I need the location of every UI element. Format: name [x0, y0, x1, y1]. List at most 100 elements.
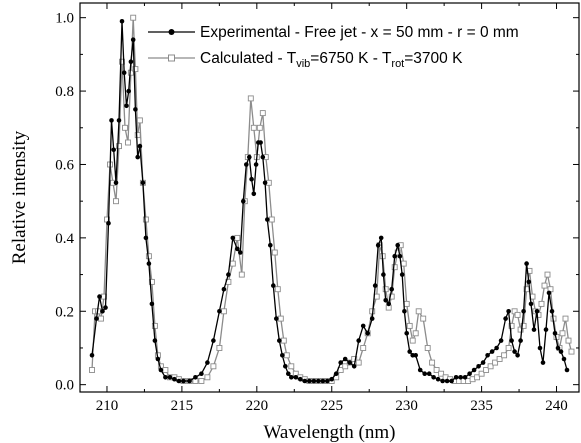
legend: Experimental - Free jet - x = 50 mm - r …	[148, 24, 519, 70]
data-point	[289, 375, 294, 380]
legend-calc-marker	[168, 54, 175, 62]
y-tick-label: 0.8	[55, 84, 74, 100]
data-point	[259, 110, 266, 117]
data-point	[253, 162, 259, 167]
data-point	[511, 308, 518, 315]
data-point	[307, 378, 312, 384]
data-point	[193, 375, 198, 380]
data-point	[503, 316, 508, 321]
data-point	[119, 19, 125, 24]
data-point	[372, 283, 378, 288]
data-point	[369, 316, 375, 321]
data-point	[521, 309, 526, 314]
data-point	[391, 264, 398, 271]
data-point	[483, 367, 490, 373]
data-point	[230, 235, 236, 241]
x-tick-label: 215	[171, 398, 194, 414]
data-point	[217, 309, 222, 314]
x-tick-label: 240	[545, 398, 568, 414]
legend-calc-prefix: Calculated - T	[200, 50, 297, 67]
data-point	[113, 180, 119, 186]
data-point	[135, 154, 140, 160]
data-point	[149, 301, 155, 307]
data-point	[122, 124, 128, 131]
data-point	[564, 367, 570, 373]
data-point	[152, 338, 158, 343]
data-point	[417, 367, 423, 373]
data-point	[397, 253, 403, 259]
data-point	[288, 363, 295, 370]
legend-calc-sub-rot: rot	[391, 58, 404, 70]
data-point	[392, 253, 398, 259]
data-point	[515, 353, 520, 358]
data-point	[140, 180, 146, 186]
data-point	[342, 356, 348, 362]
data-point	[559, 330, 566, 337]
data-point	[293, 375, 299, 380]
data-point	[501, 352, 508, 359]
data-point	[356, 338, 362, 343]
data-point	[277, 315, 284, 322]
data-point	[407, 349, 413, 354]
data-point	[489, 349, 495, 354]
data-point	[258, 140, 263, 145]
data-point	[234, 234, 241, 241]
data-point	[187, 378, 192, 384]
data-point	[429, 359, 436, 366]
data-point	[241, 198, 246, 204]
data-point	[546, 290, 552, 296]
data-point	[453, 375, 459, 380]
data-point	[555, 345, 561, 351]
data-point	[167, 375, 173, 380]
data-point	[485, 353, 490, 358]
data-point	[558, 349, 564, 354]
data-point	[142, 216, 149, 223]
data-point	[413, 353, 419, 358]
data-point	[403, 300, 410, 307]
data-point	[136, 117, 143, 124]
data-point	[137, 143, 143, 149]
data-point	[381, 272, 386, 277]
data-point	[162, 367, 169, 373]
data-point	[431, 375, 436, 380]
data-point	[388, 293, 395, 300]
data-point	[478, 370, 485, 377]
data-point	[172, 376, 177, 382]
data-point	[382, 286, 389, 293]
data-point	[438, 370, 445, 377]
data-point	[406, 322, 413, 329]
data-point	[316, 378, 321, 384]
data-point	[420, 315, 427, 322]
series-experimental	[89, 19, 570, 384]
data-point	[116, 143, 122, 150]
data-point	[268, 216, 275, 223]
data-point	[97, 294, 102, 299]
data-point	[531, 327, 537, 332]
data-point	[251, 191, 257, 197]
data-point	[440, 378, 445, 384]
data-point	[176, 378, 182, 384]
data-point	[549, 309, 555, 314]
data-point	[365, 331, 371, 336]
data-point	[210, 363, 217, 370]
legend-calc-sub-vib: vib	[296, 58, 310, 70]
data-point	[360, 323, 366, 329]
data-point	[412, 330, 419, 337]
data-point	[113, 198, 119, 205]
data-point	[103, 305, 108, 310]
x-tick-label: 225	[320, 398, 343, 414]
legend-exp-label: Experimental - Free jet - x = 50 mm - r …	[200, 24, 519, 41]
data-point	[204, 374, 211, 381]
data-point	[250, 124, 257, 131]
data-point	[409, 337, 416, 344]
series-layer	[89, 14, 575, 384]
data-point	[211, 338, 216, 343]
data-point	[471, 367, 477, 373]
data-point	[106, 220, 111, 226]
data-point	[505, 345, 512, 351]
legend-calc-label: Calculated - Tvib=6750 K - Trot=3700 K	[200, 50, 463, 70]
data-point	[320, 378, 326, 384]
data-point	[351, 364, 357, 369]
data-point	[274, 286, 281, 293]
